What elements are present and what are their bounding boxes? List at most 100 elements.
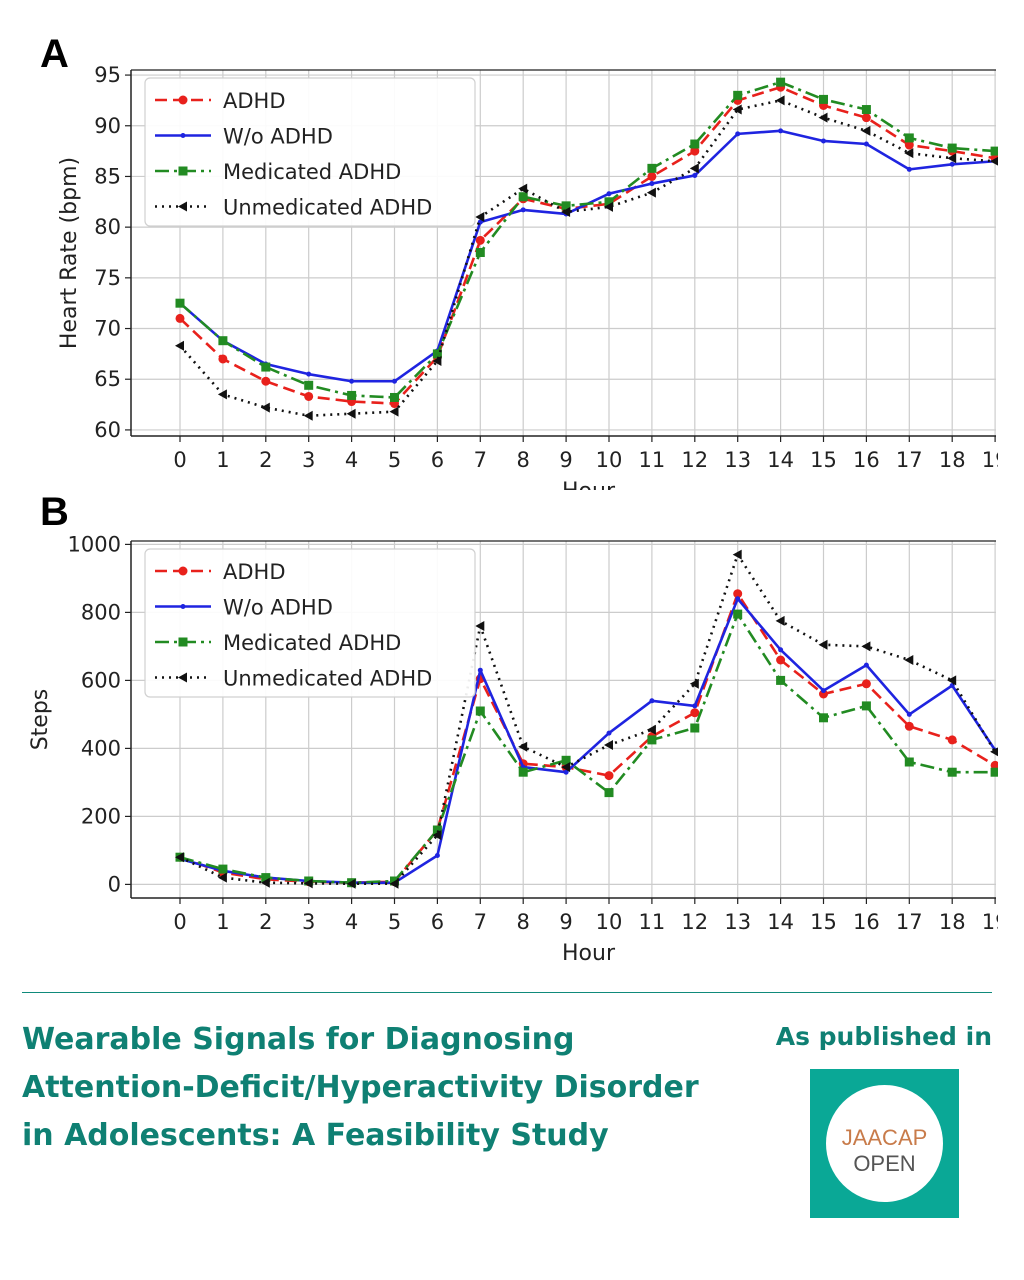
data-point <box>735 131 741 137</box>
x-tick-label: 4 <box>345 448 358 472</box>
y-tick-label: 800 <box>81 600 121 624</box>
data-point <box>604 788 614 798</box>
data-point <box>346 878 356 889</box>
data-point <box>218 336 228 346</box>
legend-label: Medicated ADHD <box>223 160 401 184</box>
data-point <box>819 713 828 723</box>
x-tick-label: 12 <box>681 448 708 472</box>
y-tick-label: 65 <box>94 367 121 391</box>
journal-logo: JAACAP OPEN <box>810 1069 959 1218</box>
data-point <box>778 647 784 653</box>
data-point <box>432 349 442 359</box>
data-point <box>906 711 912 717</box>
x-tick-label: 14 <box>767 910 794 934</box>
data-point <box>689 678 699 689</box>
y-tick-label: 95 <box>94 63 121 87</box>
data-point <box>389 406 399 417</box>
data-point <box>690 708 700 718</box>
x-tick-label: 3 <box>302 448 315 472</box>
data-point <box>175 852 184 863</box>
data-point <box>735 596 741 602</box>
data-point <box>561 201 571 211</box>
data-point <box>904 721 914 731</box>
data-point <box>175 313 185 323</box>
data-point <box>646 187 656 198</box>
data-point <box>863 141 869 147</box>
data-point <box>606 191 612 197</box>
data-point <box>990 767 998 777</box>
logo-text-jaacap: JAACAP <box>841 1125 928 1150</box>
x-tick-label: 4 <box>345 910 358 934</box>
x-tick-label: 7 <box>474 910 487 934</box>
footer-divider <box>22 992 992 993</box>
data-point <box>646 724 656 735</box>
x-tick-label: 2 <box>259 910 272 934</box>
data-point <box>904 140 914 150</box>
data-point <box>861 125 871 136</box>
y-tick-label: 1000 <box>68 532 121 556</box>
data-point <box>818 112 828 123</box>
data-point <box>692 172 698 178</box>
data-point <box>690 723 700 733</box>
x-axis-label: Hour <box>562 941 616 966</box>
legend-marker <box>180 133 186 138</box>
data-point <box>306 371 312 377</box>
logo-text-open: OPEN <box>853 1151 916 1176</box>
data-point <box>733 90 743 100</box>
x-tick-label: 16 <box>853 910 880 934</box>
x-tick-label: 12 <box>681 910 708 934</box>
data-point <box>821 138 826 144</box>
data-point <box>775 615 785 626</box>
data-point <box>390 392 399 402</box>
paper-title-line: Wearable Signals for Diagnosing <box>22 1022 575 1057</box>
data-point <box>304 380 314 390</box>
legend-marker <box>178 201 187 212</box>
data-point <box>218 354 228 364</box>
data-point <box>990 760 998 770</box>
data-point <box>217 872 227 883</box>
legend: ADHD W/o ADHD Medicated ADHD Unmedicated AD… <box>144 548 476 698</box>
data-point <box>733 589 743 599</box>
x-tick-label: 15 <box>810 448 837 472</box>
data-point <box>904 655 914 665</box>
y-axis-label: Steps <box>28 689 53 751</box>
data-point <box>475 621 485 631</box>
x-ticks: 0 1 2 3 4 5 6 7 8 9 10 11 12 13 14 15 16 17 18 19 <box>173 436 998 472</box>
data-point <box>175 298 185 308</box>
data-point <box>904 757 914 767</box>
x-tick-label: 9 <box>559 910 572 934</box>
data-point <box>775 95 785 106</box>
x-tick-label: 13 <box>724 910 751 934</box>
x-tick-label: 11 <box>639 910 666 934</box>
data-point <box>563 769 569 775</box>
series-line <box>179 592 996 885</box>
y-tick-label: 90 <box>94 114 121 138</box>
data-point <box>303 410 313 421</box>
plot-area <box>175 549 998 889</box>
y-tick-label: 75 <box>94 266 121 290</box>
y-tick-label: 200 <box>81 804 121 828</box>
x-tick-label: 9 <box>559 448 572 472</box>
x-tick-label: 15 <box>810 910 837 934</box>
data-point <box>389 878 399 889</box>
data-point <box>475 706 485 716</box>
legend-label: Medicated ADHD <box>223 631 401 655</box>
data-point <box>604 740 613 750</box>
data-point <box>990 146 998 156</box>
data-point <box>733 609 743 619</box>
data-point <box>818 639 828 650</box>
data-point <box>776 77 786 87</box>
y-tick-label: 85 <box>94 164 121 188</box>
data-point <box>947 767 957 777</box>
data-point <box>604 201 613 212</box>
data-point <box>260 877 270 888</box>
x-tick-label: 17 <box>896 910 923 934</box>
data-point <box>863 662 869 668</box>
data-point <box>392 378 397 384</box>
data-point <box>732 104 742 115</box>
data-point <box>947 143 957 153</box>
legend-label: ADHD <box>223 560 286 584</box>
data-point <box>861 105 871 115</box>
